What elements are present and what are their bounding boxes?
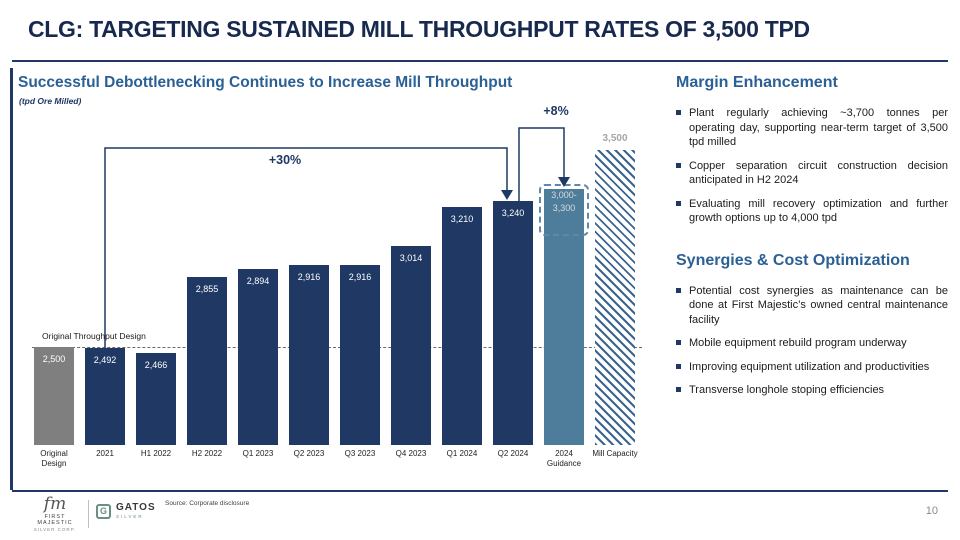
bullet-item: Improving equipment utilization and prod…: [676, 360, 948, 375]
category-label-q2-2024: Q2 2024: [497, 449, 529, 458]
bar-value-label-q2-2023: 2,916: [297, 271, 321, 282]
bullet-square-icon: [676, 340, 681, 346]
bar-value-label-h2-2022: 2,855: [195, 283, 219, 294]
chart-title: Successful Debottlenecking Continues to …: [18, 74, 513, 91]
bullet-item: Mobile equipment rebuild program underwa…: [676, 336, 948, 351]
bullet-text: Transverse longhole stoping efficiencies: [689, 384, 885, 397]
fm-logo-subtitle: SILVER CORP.: [33, 527, 77, 532]
bullet-text: Plant regularly achieving ~3,700 tonnes …: [689, 107, 948, 149]
category-label-q4-2023: Q4 2023: [395, 449, 427, 458]
bullet-item: Evaluating mill recovery optimization an…: [676, 197, 948, 226]
bar-q1-2023: [238, 269, 278, 445]
category-label-original-design: Original Design: [40, 449, 68, 469]
bullet-item: Transverse longhole stoping efficiencies: [676, 383, 948, 398]
bullet-item: Plant regularly achieving ~3,700 tonnes …: [676, 106, 948, 150]
reference-line-label: Original Throughput Design: [42, 331, 146, 341]
bar-h1-2022: [136, 353, 176, 445]
bullet-square-icon: [676, 387, 681, 393]
growth-label-30pct: +30%: [268, 153, 302, 167]
bullet-text: Mobile equipment rebuild program underwa…: [689, 337, 907, 350]
category-label-h1-2022: H1 2022: [140, 449, 172, 458]
bullet-text: Evaluating mill recovery optimization an…: [689, 197, 948, 225]
bar-h2-2022: [187, 276, 227, 445]
bar-value-label-q4-2023: 3,014: [399, 252, 423, 263]
growth-label-8pct: +8%: [543, 104, 569, 118]
bullet-item: Potential cost synergies as maintenance …: [676, 284, 948, 328]
fm-script-icon: fm: [43, 494, 67, 514]
right-text-panel: Margin Enhancement Plant regularly achie…: [676, 74, 948, 407]
chart-subtitle: (tpd Ore Milled): [19, 96, 82, 106]
bar-value-label-mill-capacity: 3,500: [602, 133, 628, 144]
category-label-q2-2023: Q2 2023: [293, 449, 325, 458]
bar-value-label-q3-2023: 2,916: [348, 271, 372, 282]
gatos-mark-icon: G: [96, 503, 111, 519]
category-label-2024-guidance: 2024 Guidance: [546, 449, 582, 469]
bar-q3-2023: [340, 264, 380, 445]
title-divider-line: [12, 60, 948, 62]
first-majestic-logo: fm FIRST MAJESTIC SILVER CORP.: [26, 494, 84, 533]
footer-divider-line: [12, 490, 948, 492]
heading-margin-enhancement: Margin Enhancement: [676, 74, 838, 91]
bar-mill-capacity: [595, 150, 635, 445]
bar-2024-guidance: [544, 189, 584, 445]
left-accent-bar: [10, 68, 13, 490]
gatos-logo-subtitle: SILVER: [116, 514, 144, 519]
bullet-text: Potential cost synergies as maintenance …: [689, 284, 948, 326]
bullet-item: Copper separation circuit construction d…: [676, 159, 948, 188]
page-number: 10: [925, 505, 938, 517]
bullet-square-icon: [676, 287, 681, 293]
category-label-mill-capacity: Mill Capacity: [592, 449, 638, 458]
slide-title: CLG: TARGETING SUSTAINED MILL THROUGHPUT…: [28, 16, 810, 42]
bullet-square-icon: [676, 200, 681, 206]
bar-q2-2024: [493, 201, 533, 445]
category-label-2021: 2021: [96, 449, 114, 458]
bar-2021: [85, 348, 125, 445]
bar-original-design: [34, 346, 74, 445]
gatos-logo-name: GATOS: [116, 502, 156, 513]
bullet-square-icon: [676, 162, 681, 168]
bar-value-label-q1-2023: 2,894: [246, 276, 270, 287]
bullet-text: Improving equipment utilization and prod…: [689, 360, 930, 373]
bar-value-label-original-design: 2,500: [42, 353, 66, 364]
bar-value-label-q2-2024: 3,240: [501, 208, 525, 219]
bullet-text: Copper separation circuit construction d…: [689, 159, 948, 187]
category-label-q3-2023: Q3 2023: [344, 449, 376, 458]
gatos-silver-logo: G GATOS SILVER: [96, 503, 156, 519]
bar-q2-2023: [289, 264, 329, 445]
bar-q4-2023: [391, 245, 431, 445]
bar-value-label-2024-guidance: 3,000- 3,300: [551, 190, 577, 214]
bullet-square-icon: [676, 110, 681, 115]
logo-divider: [88, 500, 89, 528]
category-label-q1-2024: Q1 2024: [446, 449, 478, 458]
category-label-h2-2022: H2 2022: [191, 449, 223, 458]
heading-synergies-cost-optimization: Synergies & Cost Optimization: [676, 251, 910, 269]
category-label-q1-2023: Q1 2023: [242, 449, 274, 458]
bar-value-label-h1-2022: 2,466: [144, 360, 168, 371]
fm-logo-name: FIRST MAJESTIC: [37, 514, 73, 526]
bar-value-label-2021: 2,492: [93, 355, 117, 366]
guidance-range-box: 3,000- 3,300: [539, 184, 589, 237]
source-note: Source: Corporate disclosure: [165, 500, 250, 507]
bar-q1-2024: [442, 207, 482, 445]
bar-value-label-q1-2024: 3,210: [450, 214, 474, 225]
bullet-square-icon: [676, 363, 681, 369]
